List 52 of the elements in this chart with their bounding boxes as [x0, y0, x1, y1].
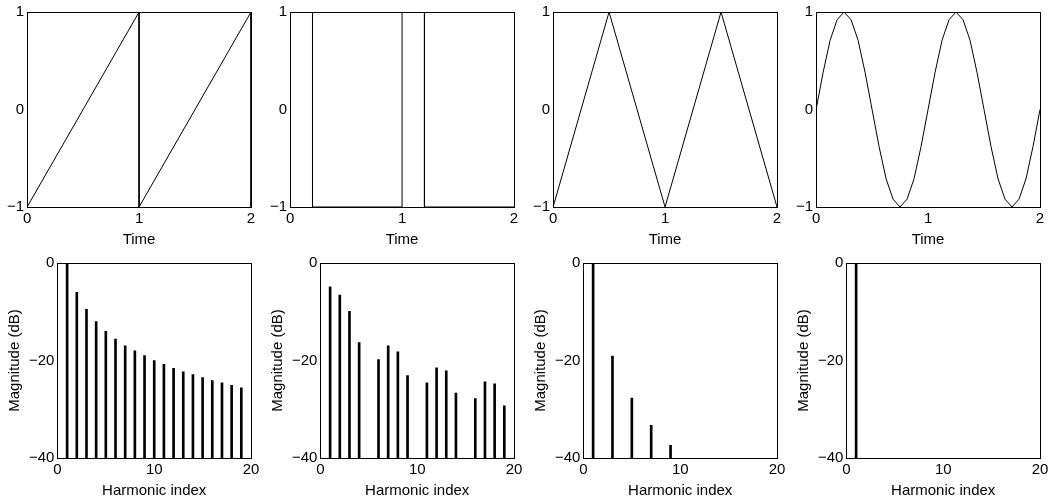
x-axis-title: Time	[911, 230, 945, 248]
x-tick-label: 1	[660, 209, 670, 227]
y-tick-label: −40	[554, 448, 581, 466]
x-tick-label: 1	[923, 209, 933, 227]
x-axis-title: Harmonic index	[891, 481, 996, 499]
y-tick-label: −20	[554, 350, 581, 368]
y-tick-label: 1	[278, 2, 288, 20]
x-axis-title: Time	[122, 230, 156, 248]
y-tick-label: 0	[541, 99, 551, 117]
y-tick-label: 0	[278, 99, 288, 117]
x-tick-label: 2	[1035, 209, 1045, 227]
y-axis-title: Magnitude (dB)	[531, 309, 549, 412]
y-tick-label: −20	[817, 350, 844, 368]
x-tick-label: 20	[1031, 460, 1049, 478]
y-tick-label: −1	[795, 197, 814, 215]
y-axis-title: Magnitude (dB)	[794, 309, 812, 412]
y-tick-label: 0	[309, 253, 318, 271]
x-tick-label: 2	[772, 209, 782, 227]
y-tick-label: 1	[541, 2, 551, 20]
y-axis-title: Magnitude (dB)	[268, 309, 286, 412]
x-axis-title: Harmonic index	[628, 481, 733, 499]
y-tick-label: 0	[15, 99, 25, 117]
y-tick-label: −40	[28, 448, 55, 466]
x-tick-label: 10	[145, 460, 163, 478]
y-tick-label: −1	[269, 197, 288, 215]
x-axis-title: Harmonic index	[365, 481, 470, 499]
y-tick-label: −20	[28, 350, 55, 368]
x-tick-label: 20	[242, 460, 260, 478]
y-tick-label: −20	[291, 350, 318, 368]
x-tick-label: 10	[671, 460, 689, 478]
y-tick-label: 0	[804, 99, 814, 117]
y-tick-label: −40	[291, 448, 318, 466]
x-axis-title: Time	[648, 230, 682, 248]
x-tick-label: 10	[934, 460, 952, 478]
x-tick-label: 1	[397, 209, 407, 227]
x-tick-label: 2	[509, 209, 519, 227]
x-tick-label: 1	[134, 209, 144, 227]
y-tick-label: −1	[6, 197, 25, 215]
y-tick-label: 0	[835, 253, 844, 271]
y-tick-label: 0	[572, 253, 581, 271]
y-tick-label: 1	[15, 2, 25, 20]
y-tick-label: −40	[817, 448, 844, 466]
y-axis-title: Magnitude (dB)	[5, 309, 23, 412]
y-tick-label: 1	[804, 2, 814, 20]
y-tick-label: −1	[532, 197, 551, 215]
x-tick-label: 10	[408, 460, 426, 478]
x-axis-title: Time	[385, 230, 419, 248]
y-tick-label: 0	[46, 253, 55, 271]
x-tick-label: 20	[505, 460, 523, 478]
x-tick-label: 20	[768, 460, 786, 478]
x-axis-title: Harmonic index	[102, 481, 207, 499]
x-tick-label: 2	[246, 209, 256, 227]
